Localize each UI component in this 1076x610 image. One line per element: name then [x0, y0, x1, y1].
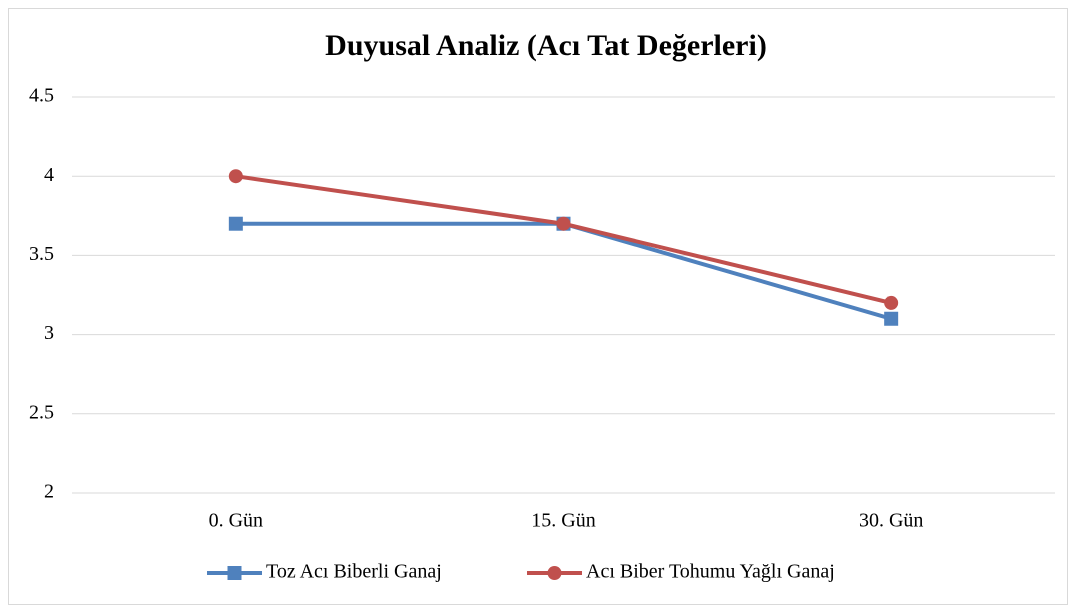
y-tick-label: 2	[44, 481, 54, 503]
y-tick-label: 4.5	[29, 85, 54, 107]
data-point	[228, 169, 243, 184]
chart-title: Duyusal Analiz (Acı Tat Değerleri)	[325, 29, 767, 62]
x-tick-label: 15. Gün	[531, 510, 595, 532]
data-point	[556, 216, 571, 231]
legend-marker	[547, 566, 562, 580]
x-tick-label: 0. Gün	[209, 510, 263, 532]
data-point	[228, 216, 243, 231]
x-tick-label: 30. Gün	[859, 510, 923, 532]
data-point	[884, 311, 899, 326]
y-tick-label: 4	[44, 164, 54, 186]
y-tick-label: 2.5	[29, 401, 54, 423]
data-point	[884, 295, 899, 310]
legend-label: Acı Biber Tohumu Yağlı Ganaj	[586, 561, 835, 583]
legend-marker	[227, 566, 242, 580]
y-tick-label: 3.5	[29, 243, 54, 265]
y-tick-label: 3	[44, 322, 54, 344]
legend-label: Toz Acı Biberli Ganaj	[266, 561, 442, 583]
